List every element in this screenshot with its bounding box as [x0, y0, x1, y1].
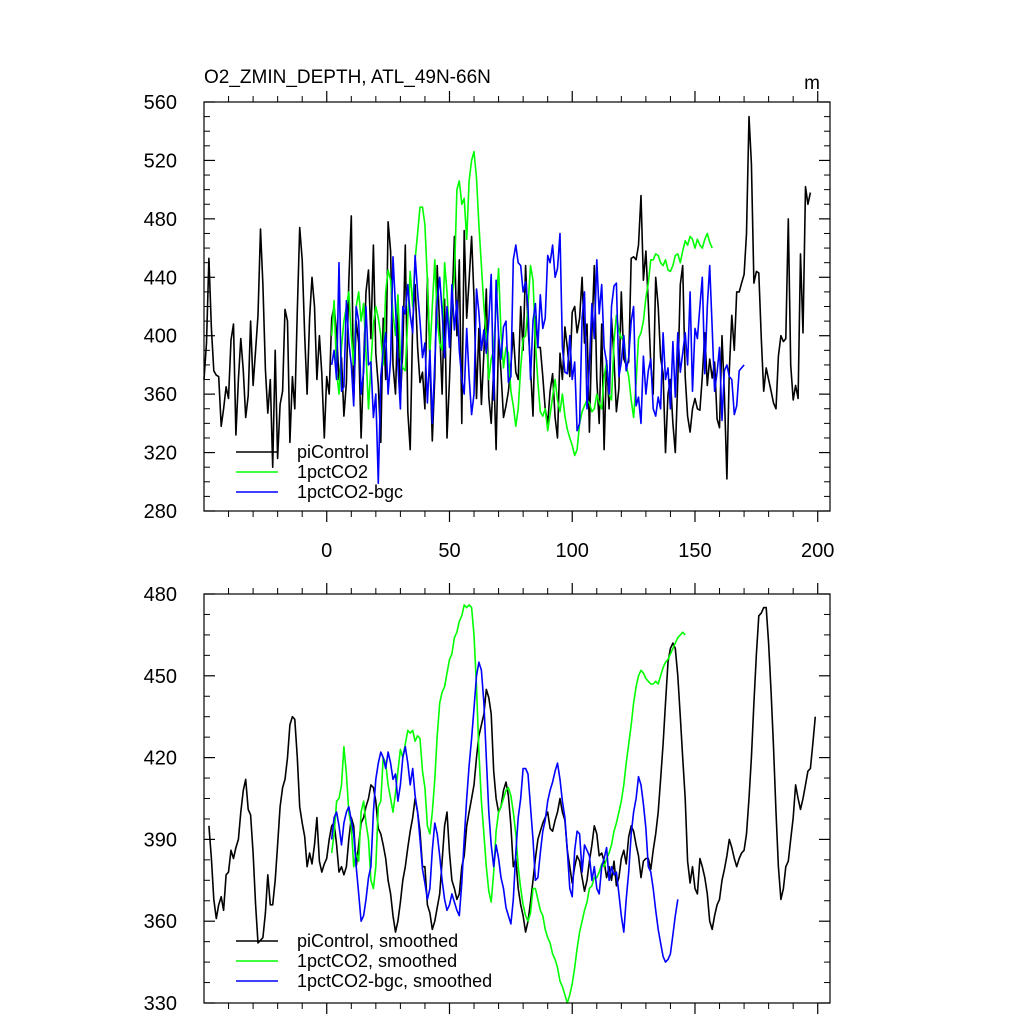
bottom-panel-smoothed: 330 360 390 420 450 480 piControl, smoothed 1… — [144, 583, 831, 1015]
y-tick-label: 560 — [144, 92, 177, 114]
legend-label-picontrol-smoothed: piControl, smoothed — [297, 931, 458, 951]
legend-label-1pctco2: 1pctCO2 — [297, 462, 368, 482]
legend-label-1pctco2-smoothed: 1pctCO2, smoothed — [297, 951, 457, 971]
y-tick-label: 420 — [144, 748, 177, 770]
y-tick-label: 360 — [144, 384, 177, 406]
series-line-picontrol-smoothed — [208, 606, 817, 944]
x-tick-label: 200 — [801, 540, 834, 562]
y-tick-label: 320 — [144, 443, 177, 465]
series-line-1pctco2-bgc-smoothed — [330, 661, 679, 963]
series-line-1pctco2 — [330, 150, 713, 457]
bottom-panel-legend: piControl, smoothed 1pctCO2, smoothed 1p… — [236, 931, 492, 991]
legend-label-picontrol: piControl — [297, 442, 369, 462]
y-tick-label: 450 — [144, 666, 177, 688]
x-tick-label: 50 — [438, 540, 460, 562]
x-tick-label: 100 — [556, 540, 589, 562]
top-panel-title: O2_ZMIN_DEPTH, ATL_49N-66N — [204, 67, 491, 88]
x-tick-label: 0 — [321, 540, 332, 562]
top-panel-ticks: 280 320 360 400 440 480 520 560 0 50 100 150 200 — [144, 91, 834, 562]
y-tick-label: 280 — [144, 501, 177, 523]
top-panel-legend: piControl 1pctCO2 1pctCO2-bgc — [236, 442, 403, 502]
y-tick-label: 360 — [144, 911, 177, 933]
top-panel-raw: O2_ZMIN_DEPTH, ATL_49N-66N m 280 320 360 40… — [144, 67, 835, 562]
series-line-1pctco2-smoothed — [330, 604, 686, 1004]
y-tick-label: 440 — [144, 267, 177, 289]
y-tick-label: 330 — [144, 993, 177, 1015]
y-tick-label: 480 — [144, 209, 177, 231]
series-line-1pctco2-bgc — [330, 232, 745, 485]
bottom-panel-plot-area — [208, 604, 817, 1004]
x-tick-label: 150 — [678, 540, 711, 562]
y-tick-label: 480 — [144, 584, 177, 606]
top-panel-plot-area — [203, 115, 812, 485]
y-tick-label: 400 — [144, 326, 177, 348]
bottom-panel-ticks: 330 360 390 420 450 480 — [144, 583, 830, 1015]
top-panel-units: m — [804, 73, 820, 94]
series-line-picontrol — [203, 115, 812, 480]
y-tick-label: 390 — [144, 829, 177, 851]
y-tick-label: 520 — [144, 150, 177, 172]
legend-label-1pctco2-bgc: 1pctCO2-bgc — [297, 482, 403, 502]
legend-label-1pctco2-bgc-smoothed: 1pctCO2-bgc, smoothed — [297, 971, 492, 991]
